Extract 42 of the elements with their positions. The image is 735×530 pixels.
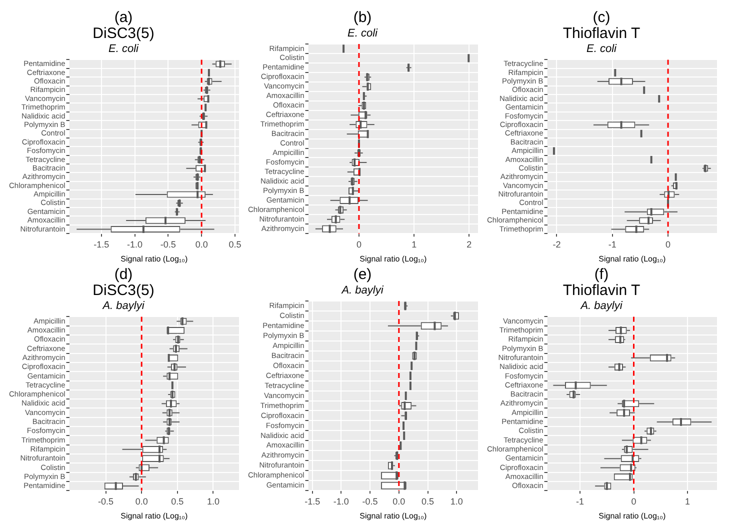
chart-title: (a) DiSC3(5) [92,9,154,42]
x-tick-label: -1.5 [94,239,110,250]
x-tick-label: 2 [466,239,472,250]
x-tick-label: 0 [356,239,362,250]
x-tick-label: 0 [666,239,671,250]
chart-title: (b) [353,9,372,26]
x-axis-title: Signal ratio (Log₁₀) [598,254,666,264]
chart-title: (d) DiSC3(5) [92,266,154,299]
x-axis-title: Signal ratio (Log₁₀) [598,511,666,520]
x-tick-label: 1 [412,239,417,250]
x-tick-label: 1 [684,496,690,506]
x-tick-label: 1.0 [206,496,220,506]
chart-subtitle: A. baylyi [580,300,623,312]
x-tick-label: 0.0 [195,239,208,250]
x-axis-title: Signal ratio (Log₁₀) [360,254,427,264]
chart-subtitle: E. coli [108,43,140,56]
x-tick-label: 0.0 [392,496,406,506]
chart-subtitle: E. coli [348,27,378,40]
chart-subtitle: E. coli [586,43,618,56]
x-tick-label: 1.0 [450,496,463,506]
chart-title: (f) Thioflavin T [562,266,640,299]
x-tick-label: -2 [552,239,561,250]
x-tick-label: 0 [631,496,636,506]
x-tick-label: -1.0 [333,496,349,506]
x-tick-label: 0.0 [135,496,148,506]
chart-subtitle: A. baylyi [340,284,384,296]
x-tick-label: 0.5 [171,496,184,506]
x-axis-title: Signal ratio (Log₁₀) [120,511,188,520]
x-tick-label: 0.5 [422,496,434,506]
x-tick-label: 0.5 [228,239,242,250]
x-tick-label: -0.5 [362,496,378,506]
chart-title: (c) Thioflavin T [562,9,640,42]
x-tick-label: -1 [576,496,584,506]
x-tick-label: -0.5 [98,496,114,506]
chart-subtitle: A. baylyi [102,300,145,312]
x-tick-label: -0.5 [160,239,176,250]
x-tick-label: -1 [608,239,616,250]
x-tick-label: -1.0 [127,239,143,250]
x-axis-title: Signal ratio (Log₁₀) [120,254,188,264]
x-axis-title: Signal ratio (Log₁₀) [360,511,427,520]
x-tick-label: -1.5 [304,496,320,506]
chart-title: (e) [353,266,372,284]
